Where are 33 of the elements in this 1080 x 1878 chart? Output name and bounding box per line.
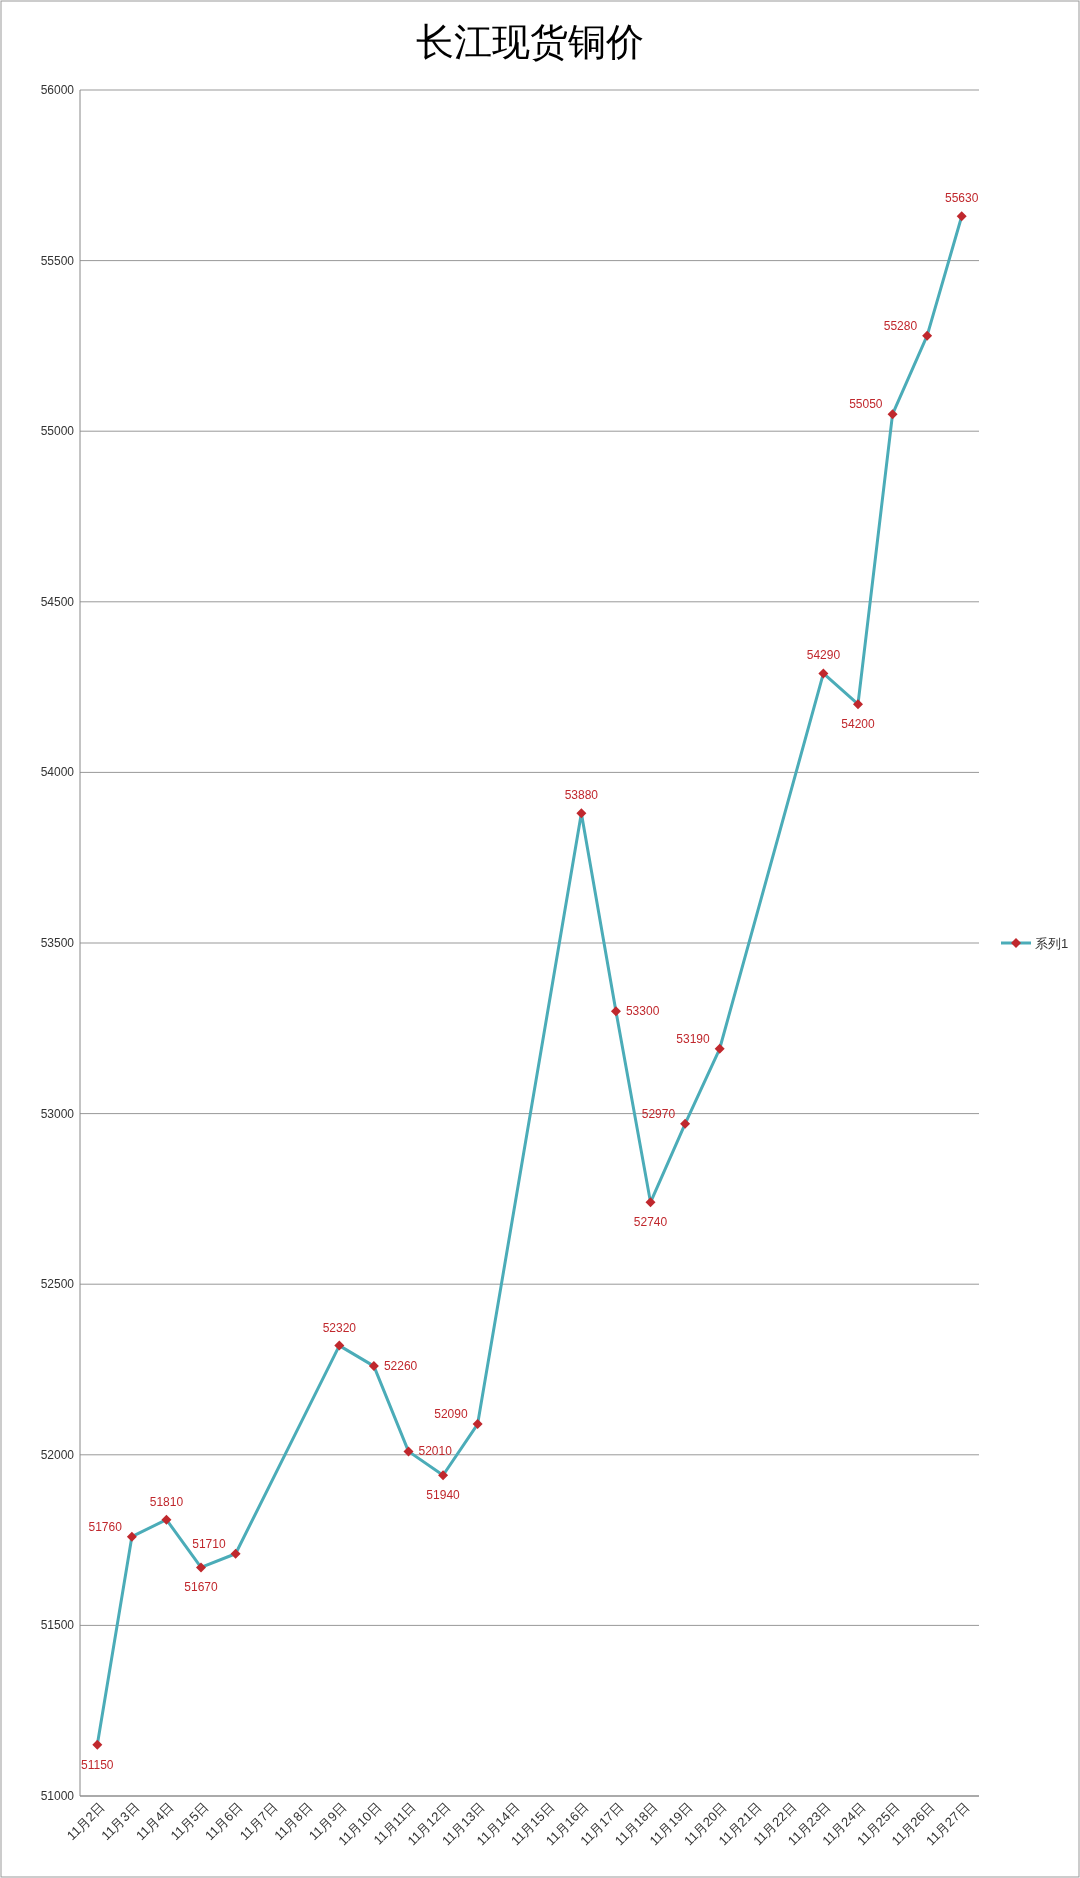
y-tick-label: 54000 bbox=[40, 765, 75, 780]
data-label: 54290 bbox=[806, 648, 841, 663]
data-label: 51670 bbox=[184, 1580, 219, 1595]
data-label: 51710 bbox=[192, 1536, 226, 1551]
data-label: 53880 bbox=[564, 788, 599, 803]
data-label: 51760 bbox=[88, 1519, 123, 1534]
legend-label: 系列1 bbox=[1035, 936, 1069, 951]
y-tick-label: 55500 bbox=[40, 253, 75, 268]
y-tick-label: 55000 bbox=[40, 424, 75, 439]
y-tick-label: 52000 bbox=[40, 1447, 75, 1462]
y-tick-label: 53000 bbox=[40, 1106, 75, 1121]
data-label: 55050 bbox=[849, 397, 883, 412]
data-label: 52320 bbox=[322, 1320, 357, 1335]
data-label: 55280 bbox=[883, 318, 918, 333]
data-label: 54200 bbox=[841, 717, 875, 732]
y-tick-label: 51500 bbox=[40, 1618, 75, 1633]
data-label: 52090 bbox=[434, 1407, 468, 1422]
data-label: 53300 bbox=[625, 1004, 660, 1019]
y-tick-label: 53500 bbox=[40, 936, 75, 950]
data-label: 51810 bbox=[149, 1494, 184, 1509]
data-label: 52740 bbox=[633, 1215, 668, 1230]
y-tick-label: 52500 bbox=[40, 1277, 75, 1292]
data-label: 52970 bbox=[641, 1106, 676, 1121]
data-label: 52260 bbox=[383, 1359, 418, 1374]
y-tick-label: 51000 bbox=[40, 1789, 75, 1803]
y-tick-label: 56000 bbox=[40, 83, 75, 97]
data-label: 52010 bbox=[418, 1444, 453, 1459]
data-label: 51150 bbox=[81, 1757, 114, 1772]
chart-title: 长江现货铜价 bbox=[415, 21, 644, 63]
data-label: 51940 bbox=[426, 1488, 461, 1503]
data-label: 53190 bbox=[676, 1031, 710, 1046]
data-label: 55630 bbox=[945, 191, 979, 206]
y-tick-label: 54500 bbox=[40, 594, 75, 609]
